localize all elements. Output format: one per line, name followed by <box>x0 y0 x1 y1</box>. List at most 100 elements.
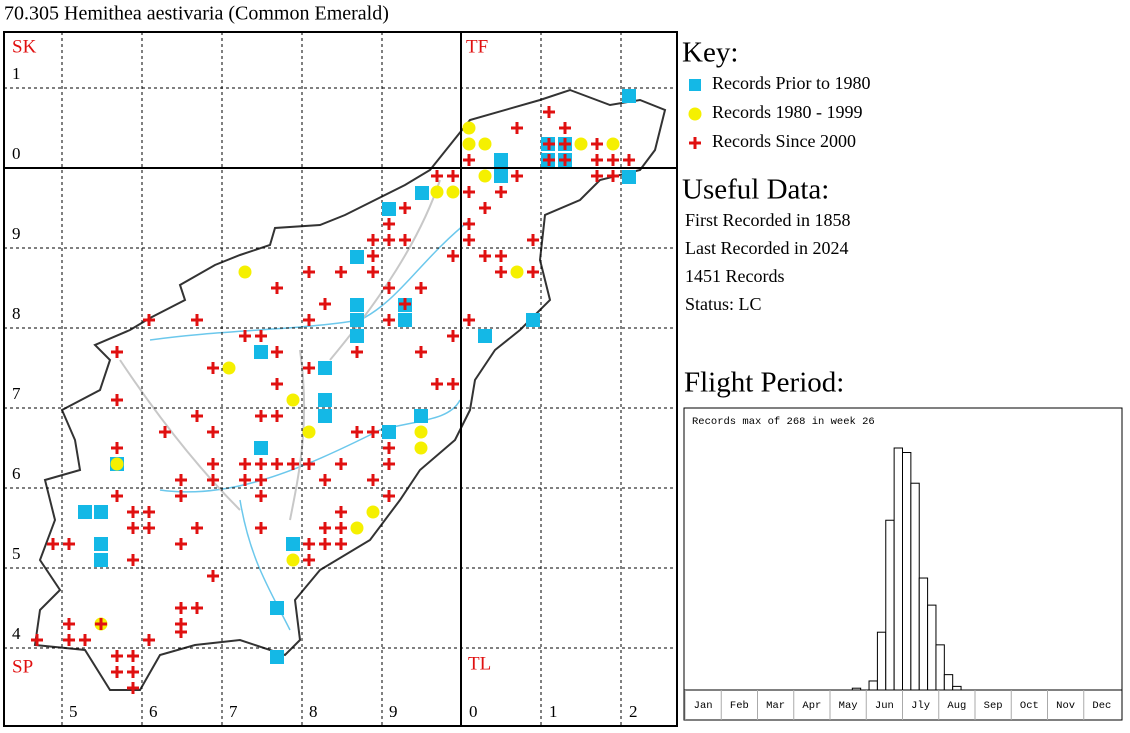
record-since-2000 <box>255 490 267 502</box>
record-pre-1980 <box>270 650 284 664</box>
histogram-bar <box>910 482 920 691</box>
record-pre-1980 <box>350 313 364 327</box>
record-since-2000 <box>303 554 315 566</box>
record-since-2000 <box>559 138 571 150</box>
record-since-2000 <box>303 266 315 278</box>
record-1980-1999 <box>462 137 476 151</box>
record-since-2000 <box>175 626 187 638</box>
histogram-bar <box>927 604 937 691</box>
record-since-2000 <box>367 474 379 486</box>
record-1980-1999 <box>110 457 124 471</box>
record-since-2000 <box>319 522 331 534</box>
record-since-2000 <box>63 618 75 630</box>
histogram-bar <box>952 685 962 691</box>
record-since-2000 <box>127 522 139 534</box>
record-since-2000 <box>383 234 395 246</box>
record-since-2000 <box>271 458 283 470</box>
key-title: Key: <box>682 37 738 69</box>
column-label: 5 <box>69 702 78 721</box>
row-label: 7 <box>12 384 21 403</box>
record-since-2000 <box>271 346 283 358</box>
histogram-bar <box>935 644 945 691</box>
record-since-2000 <box>303 458 315 470</box>
record-since-2000 <box>303 538 315 550</box>
record-since-2000 <box>255 330 267 342</box>
record-since-2000 <box>111 650 123 662</box>
record-since-2000 <box>319 298 331 310</box>
record-since-2000 <box>207 570 219 582</box>
record-since-2000 <box>559 154 571 166</box>
record-since-2000 <box>63 634 75 646</box>
record-pre-1980 <box>494 169 508 183</box>
grid-letter: SK <box>12 36 37 57</box>
record-since-2000 <box>591 154 603 166</box>
month-label: Mar <box>766 700 785 712</box>
record-since-2000 <box>623 154 635 166</box>
month-label: Nov <box>1056 700 1075 712</box>
record-since-2000 <box>31 634 43 646</box>
column-label: 9 <box>389 702 398 721</box>
record-since-2000 <box>303 362 315 374</box>
row-label: 8 <box>12 304 21 323</box>
key-entry: Records 1980 - 1999 <box>712 102 862 122</box>
record-since-2000 <box>175 490 187 502</box>
month-label: Aug <box>947 700 966 712</box>
record-pre-1980 <box>94 553 108 567</box>
record-since-2000 <box>399 234 411 246</box>
record-pre-1980 <box>622 170 636 184</box>
key-symbol <box>688 107 702 121</box>
record-since-2000 <box>127 650 139 662</box>
record-pre-1980 <box>526 313 540 327</box>
record-pre-1980 <box>350 250 364 264</box>
map <box>33 88 667 691</box>
key-entry: Records Since 2000 <box>712 131 856 151</box>
key-symbol <box>689 137 701 149</box>
month-label: May <box>839 700 858 712</box>
record-since-2000 <box>239 458 251 470</box>
record-since-2000 <box>175 602 187 614</box>
histogram-bar <box>885 519 895 691</box>
record-1980-1999 <box>446 185 460 199</box>
record-pre-1980 <box>414 409 428 423</box>
record-1980-1999 <box>286 393 300 407</box>
grid-letter: TF <box>466 36 488 57</box>
record-since-2000 <box>415 346 427 358</box>
record-since-2000 <box>143 506 155 518</box>
record-since-2000 <box>127 682 139 694</box>
record-since-2000 <box>271 282 283 294</box>
record-since-2000 <box>463 154 475 166</box>
title: 70.305 Hemithea aestivaria (Common Emera… <box>4 3 389 25</box>
record-since-2000 <box>159 426 171 438</box>
record-since-2000 <box>191 410 203 422</box>
record-since-2000 <box>511 122 523 134</box>
record-since-2000 <box>479 250 491 262</box>
record-since-2000 <box>175 538 187 550</box>
column-label: 6 <box>149 702 158 721</box>
record-since-2000 <box>463 234 475 246</box>
column-label: 8 <box>309 702 318 721</box>
useful-data-line: Status: LC <box>685 294 762 314</box>
record-since-2000 <box>383 314 395 326</box>
grid-letter: TL <box>468 653 491 674</box>
histogram-bar <box>851 687 862 691</box>
record-since-2000 <box>127 554 139 566</box>
record-pre-1980 <box>350 329 364 343</box>
month-label: Sep <box>984 700 1003 712</box>
useful-data-line: First Recorded in 1858 <box>685 210 850 230</box>
month-label: Apr <box>802 700 821 712</box>
record-since-2000 <box>463 218 475 230</box>
useful-data-line: Last Recorded in 2024 <box>685 238 848 258</box>
month-label: Jan <box>694 700 713 712</box>
record-since-2000 <box>511 170 523 182</box>
record-1980-1999 <box>222 361 236 375</box>
record-1980-1999 <box>350 521 364 535</box>
record-since-2000 <box>399 298 411 310</box>
record-since-2000 <box>127 506 139 518</box>
record-1980-1999 <box>430 185 444 199</box>
record-since-2000 <box>447 378 459 390</box>
histogram-bar <box>918 577 929 691</box>
record-pre-1980 <box>254 345 268 359</box>
record-since-2000 <box>303 314 315 326</box>
